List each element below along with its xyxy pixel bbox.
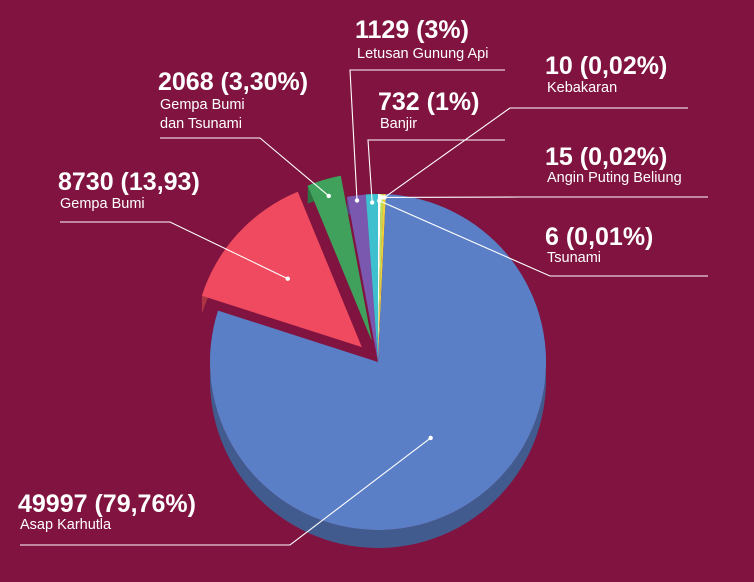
pie-slice-angin: [378, 194, 384, 362]
category-label-gempa: Gempa Bumi: [60, 196, 145, 212]
callout-letusan: 1129 (3%) Letusan Gunung Api: [355, 16, 488, 62]
category-label-angin: Angin Puting Beliung: [547, 170, 682, 186]
value-label-gempa: 8730 (13,93): [58, 168, 200, 196]
leader-line-gempa: [60, 221, 288, 280]
leader-dot-asap: [428, 435, 433, 441]
leader-line-tsunami: [379, 200, 708, 277]
leader-line-kebakaran: [384, 107, 688, 198]
leader-line-layer: [20, 69, 708, 546]
leader-dot-gempa-tsunami: [326, 193, 331, 199]
leader-dot-letusan: [354, 198, 360, 203]
value-label-kebakaran: 10 (0,02%): [545, 52, 667, 80]
category-label-tsunami: Tsunami: [547, 250, 601, 266]
pie-slice-banjir: [365, 194, 378, 362]
leader-dot-gempa: [285, 276, 290, 281]
leader-line-banjir: [367, 139, 505, 203]
value-label-angin: 15 (0,02%): [545, 143, 667, 171]
callout-asap: 49997 (79,76%) Asap Karhutla: [18, 490, 196, 533]
leader-dot-banjir: [369, 200, 375, 205]
pie-slice-gempa: [201, 191, 362, 348]
category-label-banjir: Banjir: [380, 116, 417, 132]
category-label-gempa-tsunami-line1: Gempa Bumi: [160, 97, 245, 113]
category-label-asap: Asap Karhutla: [20, 517, 112, 533]
callout-gempa-tsunami: 2068 (3,30%) Gempa Bumi dan Tsunami: [158, 68, 308, 132]
callout-gempa: 8730 (13,93) Gempa Bumi: [58, 168, 200, 212]
leader-line-asap: [20, 437, 432, 546]
value-label-asap: 49997 (79,76%): [18, 490, 196, 518]
value-label-letusan: 1129 (3%): [355, 16, 469, 44]
pie-slice-asap: [210, 194, 546, 530]
leader-line-gempa-tsunami: [160, 137, 330, 197]
pie-slice-layer: [201, 175, 546, 530]
leader-dot-tsunami: [377, 198, 382, 203]
leader-dot-angin: [379, 195, 385, 200]
pie-slice-gempa-tsunami: [307, 175, 372, 341]
callout-tsunami: 6 (0,01%) Tsunami: [545, 223, 653, 266]
callout-kebakaran: 10 (0,02%) Kebakaran: [545, 52, 667, 96]
category-label-letusan: Letusan Gunung Api: [357, 46, 488, 62]
pie-slice-tsunami: [378, 194, 381, 362]
callout-banjir: 732 (1%) Banjir: [378, 88, 479, 132]
pie-slice-letusan: [347, 194, 378, 362]
value-label-tsunami: 6 (0,01%): [545, 223, 653, 251]
pie-slice-kebakaran: [378, 194, 386, 362]
leader-line-letusan: [349, 69, 505, 201]
category-label-gempa-tsunami-line2: dan Tsunami: [160, 116, 242, 132]
category-label-kebakaran: Kebakaran: [547, 80, 617, 96]
callout-angin: 15 (0,02%) Angin Puting Beliung: [545, 143, 682, 186]
value-label-gempa-tsunami: 2068 (3,30%): [158, 68, 308, 96]
value-label-banjir: 732 (1%): [378, 88, 479, 116]
